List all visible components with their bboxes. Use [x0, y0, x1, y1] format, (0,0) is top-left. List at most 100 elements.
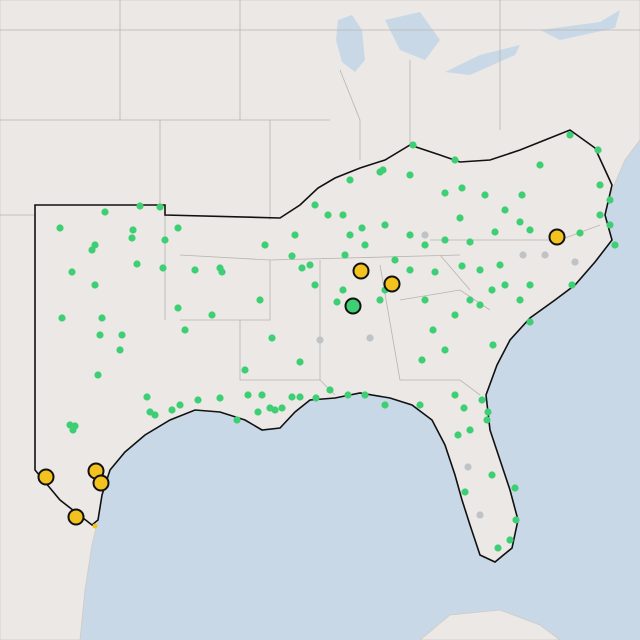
alert-station: [67, 508, 85, 526]
station: [518, 191, 526, 199]
station: [488, 471, 496, 479]
station: [466, 238, 474, 246]
station: [391, 256, 399, 264]
stations: [37, 131, 619, 552]
station: [526, 318, 534, 326]
station-inactive: [316, 336, 324, 344]
station: [288, 252, 296, 260]
station: [256, 296, 264, 304]
station: [151, 411, 159, 419]
station: [324, 211, 332, 219]
station: [476, 301, 484, 309]
station: [606, 196, 614, 204]
station: [429, 326, 437, 334]
station: [576, 229, 584, 237]
station: [136, 202, 144, 210]
station: [268, 334, 276, 342]
station: [458, 184, 466, 192]
station: [476, 266, 484, 274]
station: [194, 396, 202, 404]
station: [361, 241, 369, 249]
station-small-alert: [92, 523, 98, 529]
station: [451, 391, 459, 399]
station: [431, 268, 439, 276]
station: [358, 224, 366, 232]
lake-erie: [445, 45, 520, 75]
station-inactive: [519, 251, 527, 259]
station: [339, 211, 347, 219]
station: [191, 266, 199, 274]
station: [312, 394, 320, 402]
station: [409, 141, 417, 149]
lake-huron: [385, 12, 440, 60]
station: [311, 281, 319, 289]
station: [291, 231, 299, 239]
station: [506, 536, 514, 544]
station: [466, 296, 474, 304]
station: [606, 221, 614, 229]
station: [216, 394, 224, 402]
station: [594, 146, 602, 154]
station: [458, 262, 466, 270]
station: [143, 393, 151, 401]
selected-station: [344, 297, 362, 315]
station: [296, 393, 304, 401]
station: [489, 341, 497, 349]
station: [258, 391, 266, 399]
station: [516, 296, 524, 304]
station: [168, 406, 176, 414]
station: [128, 234, 136, 242]
station: [478, 396, 486, 404]
alert-station: [352, 262, 370, 280]
station: [461, 488, 469, 496]
station: [298, 264, 306, 272]
station: [159, 264, 167, 272]
station: [218, 268, 226, 276]
station: [526, 281, 534, 289]
station: [416, 401, 424, 409]
station: [568, 281, 576, 289]
alert-station: [92, 474, 110, 492]
station: [488, 286, 496, 294]
station: [96, 331, 104, 339]
station: [88, 246, 96, 254]
station: [271, 406, 279, 414]
station: [94, 371, 102, 379]
station: [346, 176, 354, 184]
station: [516, 218, 524, 226]
station: [116, 346, 124, 354]
station: [418, 356, 426, 364]
region-outline: [34, 129, 613, 563]
station: [133, 260, 141, 268]
station: [306, 261, 314, 269]
station: [501, 281, 509, 289]
station: [98, 314, 106, 322]
lake-ontario: [540, 10, 620, 40]
station: [56, 224, 64, 232]
station: [496, 261, 504, 269]
station: [483, 416, 491, 424]
station: [441, 189, 449, 197]
station: [566, 131, 574, 139]
station: [481, 191, 489, 199]
station: [421, 296, 429, 304]
station: [381, 221, 389, 229]
station: [376, 296, 384, 304]
station: [254, 408, 262, 416]
station-inactive: [421, 231, 429, 239]
station: [344, 391, 352, 399]
station: [233, 416, 241, 424]
station: [241, 366, 249, 374]
station: [156, 203, 164, 211]
station: [406, 171, 414, 179]
station: [454, 431, 462, 439]
station: [278, 404, 286, 412]
station: [91, 281, 99, 289]
station: [379, 166, 387, 174]
station: [71, 422, 79, 430]
station: [484, 408, 492, 416]
station: [161, 236, 169, 244]
station: [460, 404, 468, 412]
